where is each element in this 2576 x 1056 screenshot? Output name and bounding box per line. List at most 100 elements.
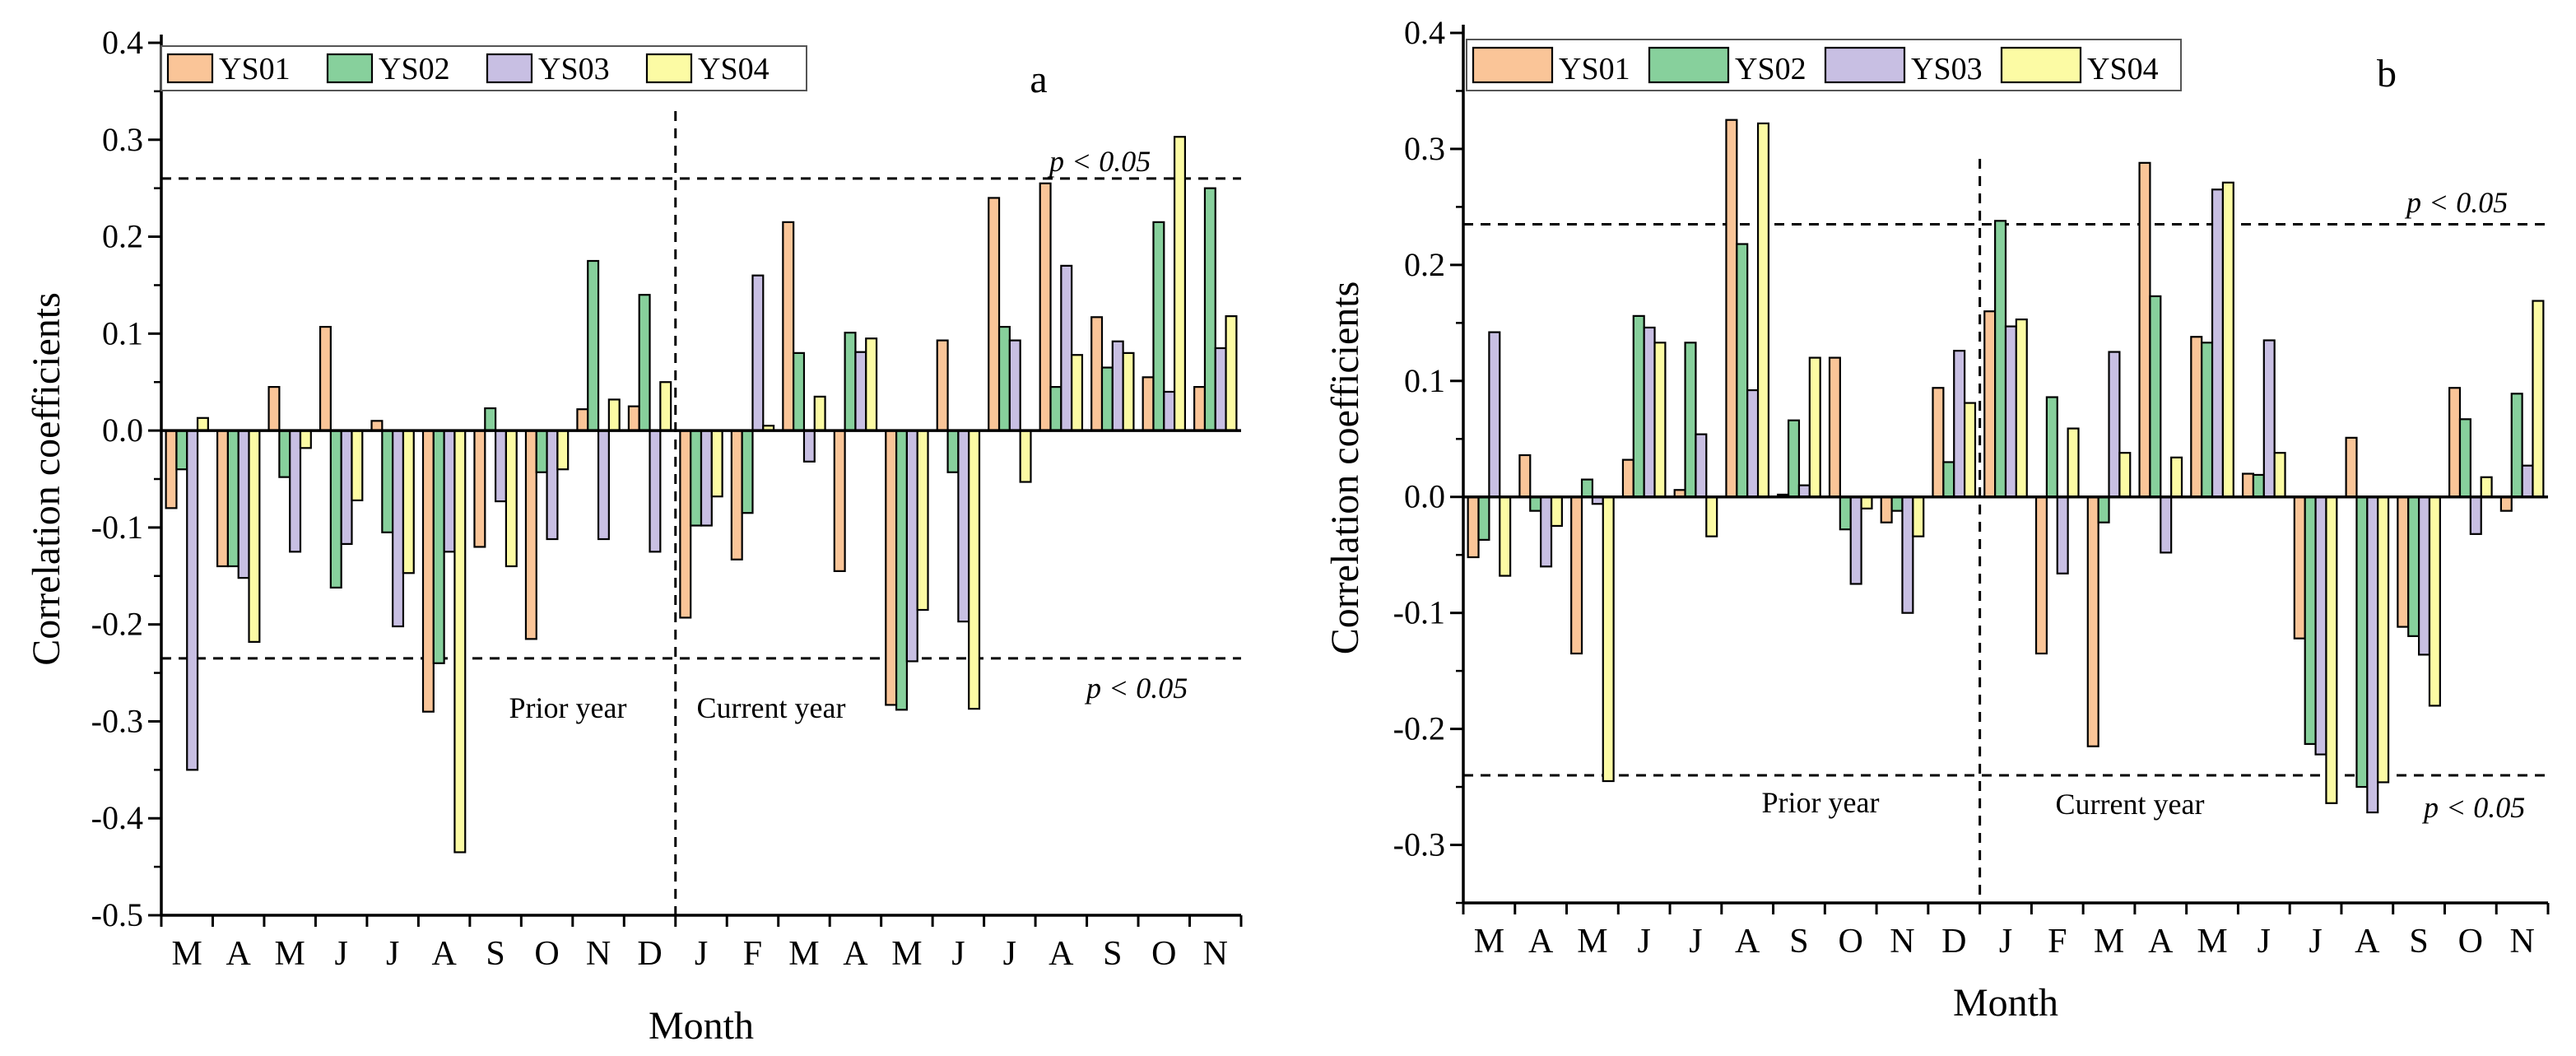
bar-ys02 — [1580, 478, 1594, 498]
x-tick-label: J — [334, 935, 347, 973]
bar-ys04 — [453, 430, 467, 854]
bar-ys02 — [690, 430, 703, 527]
threshold-label: p < 0.05 — [1084, 672, 1188, 705]
x-axis-label: Month — [1953, 981, 2058, 1025]
bar-ys01 — [421, 430, 435, 713]
bar-ys03 — [2056, 495, 2069, 575]
x-tick-label: O — [1839, 923, 1863, 961]
bar-ys01 — [1621, 458, 1634, 498]
chart-panel-b: p < 0.05 p < 0.05 Prior year Current year -0… — [1323, 14, 2550, 1025]
bar-ys04 — [196, 416, 209, 432]
bar-ys04 — [1019, 430, 1032, 483]
legend-swatch-ys01 — [166, 53, 214, 84]
bar-ys04 — [505, 430, 518, 568]
bar-ys01 — [2241, 472, 2255, 498]
legend-label: YS03 — [1911, 52, 1983, 86]
bar-ys01 — [524, 430, 537, 640]
x-tick-label: N — [1203, 935, 1228, 973]
x-tick-label: A — [843, 935, 868, 973]
x-tick-label: A — [1735, 923, 1760, 961]
bar-ys02 — [1203, 187, 1216, 432]
x-tick-label: O — [1151, 935, 1176, 973]
bar-ys02 — [2407, 495, 2420, 637]
x-tick-label: F — [743, 935, 762, 973]
y-tick-label: 0.1 — [102, 314, 143, 351]
bar-ys03 — [957, 430, 970, 623]
bar-ys02 — [329, 430, 342, 589]
bar-ys02 — [946, 430, 960, 473]
bar-ys04 — [2377, 495, 2390, 784]
bar-ys03 — [546, 430, 559, 541]
bar-ys04 — [299, 430, 312, 449]
x-tick-label: O — [534, 935, 559, 973]
bar-ys03 — [2262, 339, 2276, 498]
bar-ys03 — [392, 430, 405, 628]
y-tick-label: 0.3 — [102, 121, 143, 158]
bar-ys01 — [1983, 310, 1997, 498]
bar-ys02 — [2355, 495, 2369, 789]
bar-ys01 — [1090, 316, 1104, 432]
x-tick-label: A — [431, 935, 457, 973]
x-tick-label: M — [275, 935, 305, 973]
x-tick-label: N — [1890, 923, 1914, 961]
x-tick-label: S — [1789, 923, 1808, 961]
bar-ys03 — [1540, 495, 1553, 568]
bar-ys03 — [1163, 390, 1176, 432]
x-tick-label: S — [1103, 935, 1122, 973]
bar-ys01 — [1880, 495, 1893, 523]
x-tick-label: A — [2355, 923, 2380, 961]
bar-ys04 — [2480, 476, 2493, 498]
y-tick-label: -0.1 — [91, 509, 143, 546]
bar-ys04 — [1122, 351, 1135, 432]
bar-ys04 — [1602, 495, 1615, 783]
bar-ys04 — [2118, 452, 2132, 498]
legend-label: YS03 — [538, 52, 610, 86]
y-axis-label: Correlation coefficients — [1323, 281, 1367, 655]
bar-ys02 — [587, 259, 600, 432]
legend-swatch-ys01 — [1472, 46, 1554, 84]
bar-ys02 — [175, 430, 188, 471]
bar-ys01 — [679, 430, 692, 619]
y-tick-label: 0.1 — [1404, 362, 1445, 399]
bar-ys03 — [597, 430, 610, 541]
y-tick-label: 0.4 — [102, 24, 143, 61]
bar-ys02 — [844, 332, 857, 432]
bar-ys04 — [968, 430, 981, 710]
bar-ys01 — [1828, 356, 1841, 498]
bar-ys03 — [1060, 264, 1073, 432]
x-tick-label: N — [586, 935, 611, 973]
threshold-label: p < 0.05 — [1047, 145, 1151, 178]
bar-ys03 — [1746, 388, 1760, 498]
x-tick-label: M — [788, 935, 819, 973]
x-tick-label: S — [2409, 923, 2428, 961]
y-tick-label: 0.0 — [102, 412, 143, 449]
bar-ys01 — [2086, 495, 2099, 747]
bar-ys03 — [1797, 484, 1811, 498]
bar-ys04 — [248, 430, 261, 643]
chart-panel-a: p < 0.05 p < 0.05 Prior year Current year -0… — [25, 24, 1243, 1048]
bar-ys01 — [1467, 495, 1480, 559]
bar-ys02 — [278, 430, 291, 478]
bar-ys01 — [1193, 386, 1207, 432]
threshold-label: p < 0.05 — [2421, 791, 2525, 824]
current-year-label: Current year — [2056, 788, 2205, 821]
legend-swatch-ys04 — [645, 53, 693, 84]
bar-ys04 — [1071, 354, 1084, 432]
x-tick-label: J — [1999, 923, 2012, 961]
bar-ys02 — [793, 351, 806, 432]
legend: YS01 YS02 YS03 YS04 — [160, 45, 807, 91]
bar-ys02 — [2097, 495, 2110, 523]
bar-ys01 — [267, 386, 281, 432]
y-tick-label: -0.4 — [91, 799, 143, 836]
bar-ys01 — [2190, 336, 2203, 498]
x-tick-label: J — [695, 935, 708, 973]
x-tick-label: J — [386, 935, 399, 973]
bar-ys03 — [2366, 495, 2379, 814]
bar-ys02 — [1632, 314, 1645, 498]
y-tick-label: 0.3 — [1404, 130, 1445, 167]
bar-ys02 — [1994, 220, 2007, 498]
bar-ys02 — [2458, 418, 2471, 498]
bar-ys04 — [607, 398, 621, 432]
bar-ys03 — [443, 430, 456, 553]
